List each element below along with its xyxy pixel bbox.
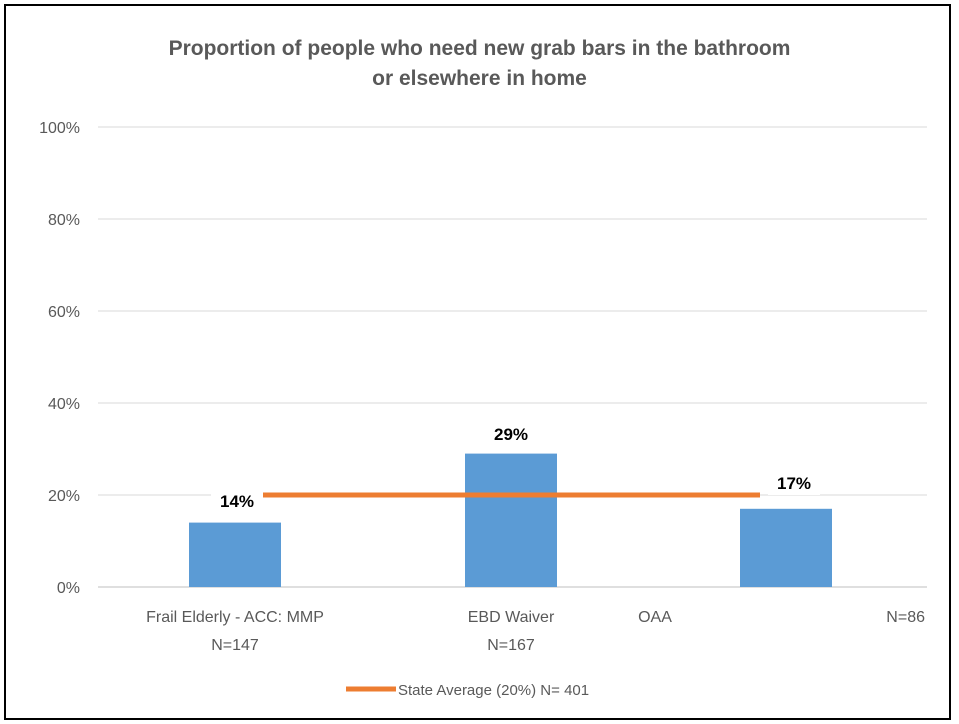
legend-label: State Average (20%) N= 401 xyxy=(398,682,589,699)
data-label: 17% xyxy=(777,474,811,493)
x-category-label-n: N=147 xyxy=(211,637,259,654)
y-tick-label: 0% xyxy=(57,580,80,597)
chart-frame xyxy=(4,4,951,720)
x-category-label: Frail Elderly - ACC: MMP xyxy=(146,609,324,626)
data-label-background xyxy=(211,489,263,513)
y-tick-label: 100% xyxy=(39,120,80,137)
data-label: 14% xyxy=(220,492,254,511)
data-label: 29% xyxy=(494,425,528,444)
data-label-background xyxy=(768,471,820,495)
y-tick-label: 60% xyxy=(48,304,80,321)
chart-title: Proportion of people who need new grab b… xyxy=(0,34,959,94)
y-tick-label: 80% xyxy=(48,212,80,229)
x-category-label: EBD Waiver xyxy=(468,609,555,626)
bar xyxy=(189,522,281,587)
data-label-background xyxy=(485,422,537,446)
y-tick-label: 40% xyxy=(48,396,80,413)
chart-title-line-1: Proportion of people who need new grab b… xyxy=(168,37,791,60)
x-category-label-n: N=167 xyxy=(487,637,535,654)
bar xyxy=(465,453,557,587)
x-category-label-n: N=86 xyxy=(886,609,925,626)
chart-title-line-2: or elsewhere in home xyxy=(372,67,587,90)
bar xyxy=(740,508,832,587)
y-tick-label: 20% xyxy=(48,488,80,505)
x-category-label: OAA xyxy=(638,609,672,626)
